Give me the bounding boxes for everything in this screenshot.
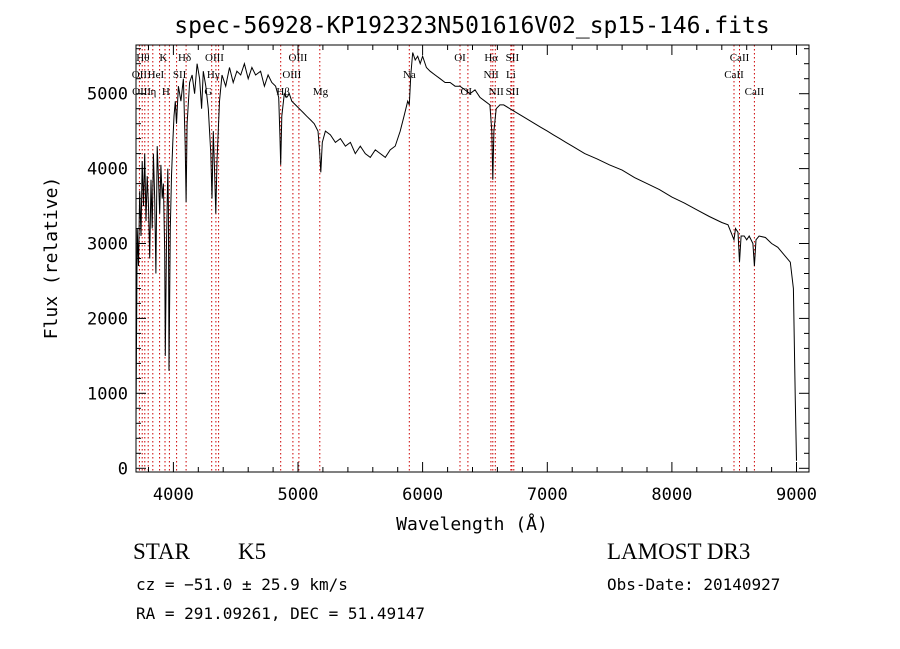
- y-tick-label-5000: 5000: [87, 85, 128, 105]
- y-tick-label-4000: 4000: [87, 160, 128, 180]
- line-label-11: G: [204, 86, 212, 98]
- line-label-8: Hδ: [178, 52, 191, 64]
- line-label-21: NII: [484, 69, 500, 81]
- line-label-20: SII: [506, 52, 520, 64]
- line-label-24: SII: [506, 86, 520, 98]
- line-label-12: OIII: [289, 52, 308, 64]
- coordinates-readout: RA = 291.09261, DEC = 51.49147: [136, 604, 425, 623]
- y-tick-label-1000: 1000: [87, 384, 128, 404]
- object-class: STAR: [133, 539, 191, 564]
- x-tick-label-9000: 9000: [776, 485, 817, 505]
- line-label-16: Na: [403, 69, 416, 81]
- line-label-17: OI: [454, 52, 466, 64]
- line-label-5: η: [151, 86, 157, 98]
- line-label-25: CaII: [730, 52, 750, 64]
- line-label-26: CaII: [724, 69, 744, 81]
- y-tick-label-3000: 3000: [87, 235, 128, 255]
- line-label-4: HeI: [148, 69, 165, 81]
- line-label-6: SII: [173, 69, 187, 81]
- spectral-line-markers: [138, 45, 755, 472]
- line-label-9: OIII: [205, 52, 224, 64]
- object-subclass: K5: [238, 539, 266, 564]
- line-label-22: Li: [506, 69, 516, 81]
- line-label-23: NII: [489, 86, 505, 98]
- line-label-2: OIII: [132, 86, 151, 98]
- line-label-18: OI: [460, 86, 472, 98]
- x-tick-label-5000: 5000: [278, 485, 319, 505]
- y-tick-label-2000: 2000: [87, 309, 128, 329]
- line-label-10: Hγ: [207, 69, 220, 81]
- line-label-19: Hα: [484, 52, 498, 64]
- y-tick-label-0: 0: [118, 459, 128, 479]
- spectrum-line: [135, 52, 797, 461]
- x-tick-label-8000: 8000: [651, 485, 692, 505]
- line-label-15: Mg: [313, 86, 329, 98]
- redshift-readout: cz = −51.0 ± 25.9 km/s: [136, 575, 348, 594]
- x-tick-label-4000: 4000: [153, 485, 194, 505]
- chart-title: spec-56928-KP192323N501616V02_sp15-146.f…: [174, 13, 769, 39]
- x-tick-label-6000: 6000: [402, 485, 443, 505]
- line-label-27: CaII: [745, 86, 765, 98]
- line-label-3: K: [159, 52, 167, 64]
- y-axis-label: Flux (relative): [41, 177, 62, 340]
- line-label-13: OIII: [282, 69, 301, 81]
- axes: 4000 5000 6000 7000 8000 9000 0 1000 2000 3000 400…: [87, 45, 817, 505]
- plot-frame: [135, 44, 810, 473]
- line-label-0: Hθ: [136, 52, 149, 64]
- line-label-14: Hβ: [276, 86, 290, 98]
- survey-name: LAMOST DR3: [607, 539, 750, 564]
- x-axis-label: Wavelength (Å): [396, 513, 548, 535]
- x-tick-label-7000: 7000: [527, 485, 568, 505]
- line-label-7: H: [162, 86, 170, 98]
- observation-date: Obs-Date: 20140927: [607, 575, 780, 594]
